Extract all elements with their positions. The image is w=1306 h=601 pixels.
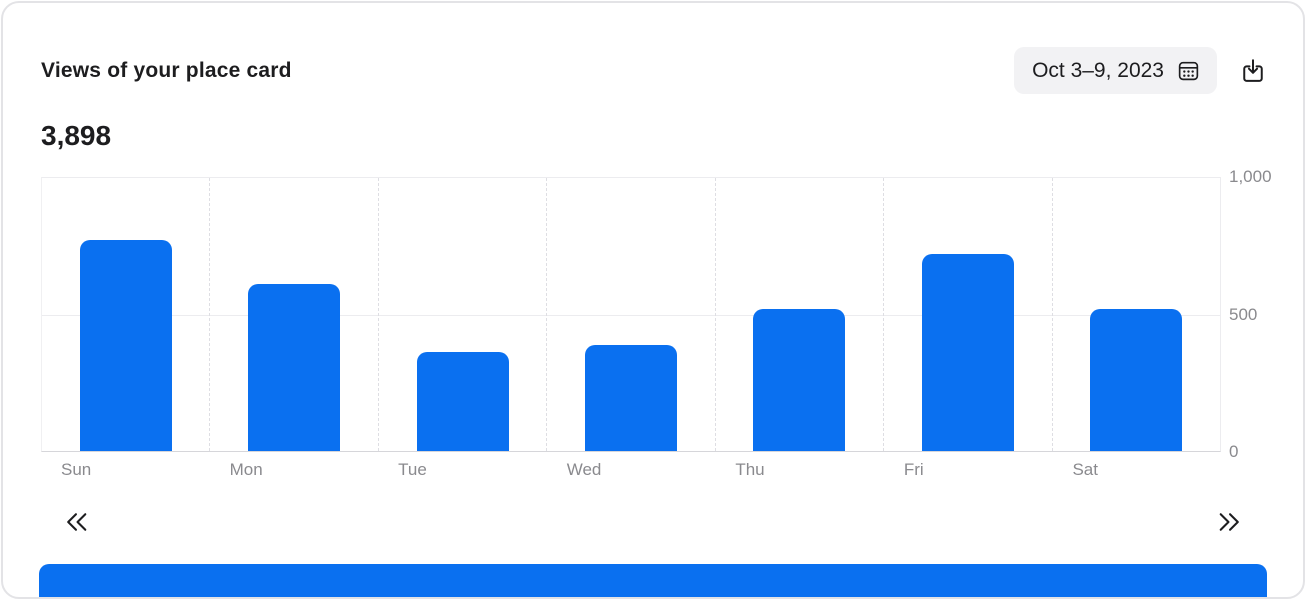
chevron-double-right-icon xyxy=(1215,508,1243,536)
chart-column-sat xyxy=(1053,178,1220,451)
card-header: Views of your place card Oct 3–9, 2023 xyxy=(41,47,1273,94)
bar-chart: 1,000 500 0 Sun Mon Tue Wed Thu Fri Sat xyxy=(41,167,1272,480)
chart-column-sun xyxy=(42,178,211,451)
bar-thu[interactable] xyxy=(753,308,846,451)
square-and-arrow-down-icon xyxy=(1239,57,1267,85)
y-axis-label: 1,000 xyxy=(1229,167,1272,186)
x-axis-label-wed: Wed xyxy=(566,460,602,479)
total-views-value: 3,898 xyxy=(41,120,112,151)
x-axis-labels: Sun Mon Tue Wed Thu Fri Sat xyxy=(41,460,1221,480)
x-axis-label-thu: Thu xyxy=(735,460,765,479)
y-axis-label: 500 xyxy=(1229,304,1258,324)
chevron-double-left-icon xyxy=(63,508,91,536)
download-button[interactable] xyxy=(1233,51,1273,91)
bar-mon[interactable] xyxy=(248,283,341,451)
x-axis-label-mon: Mon xyxy=(229,460,263,479)
chart-column-mon xyxy=(210,178,379,451)
next-week-button[interactable] xyxy=(1213,506,1245,538)
y-axis-labels: 1,000 500 0 xyxy=(1221,167,1291,461)
chart-pager xyxy=(61,506,1245,538)
date-range-button[interactable]: Oct 3–9, 2023 xyxy=(1014,47,1217,94)
x-axis-label-sat: Sat xyxy=(1072,460,1098,479)
chart-column-fri xyxy=(884,178,1053,451)
previous-week-button[interactable] xyxy=(61,506,93,538)
x-axis-label-sun: Sun xyxy=(61,460,92,479)
page-title: Views of your place card xyxy=(41,58,292,82)
bar-sat[interactable] xyxy=(1090,308,1183,451)
plot-area xyxy=(41,177,1221,452)
y-axis-label: 0 xyxy=(1229,442,1239,461)
x-axis-label-tue: Tue xyxy=(398,460,427,479)
gridline-500 xyxy=(42,314,1220,316)
bar-wed[interactable] xyxy=(584,345,677,451)
chart-column-thu xyxy=(716,178,885,451)
bottom-banner[interactable] xyxy=(39,564,1267,597)
date-range-label: Oct 3–9, 2023 xyxy=(1032,58,1164,82)
bar-sun[interactable] xyxy=(79,240,172,451)
header-actions: Oct 3–9, 2023 xyxy=(1014,47,1273,94)
calendar-icon xyxy=(1176,58,1201,83)
chart-column-tue xyxy=(379,178,548,451)
x-axis-label-fri: Fri xyxy=(903,460,924,479)
plot-columns xyxy=(42,178,1220,451)
chart-column-wed xyxy=(547,178,716,451)
bar-tue[interactable] xyxy=(416,352,509,451)
bar-fri[interactable] xyxy=(921,254,1014,451)
